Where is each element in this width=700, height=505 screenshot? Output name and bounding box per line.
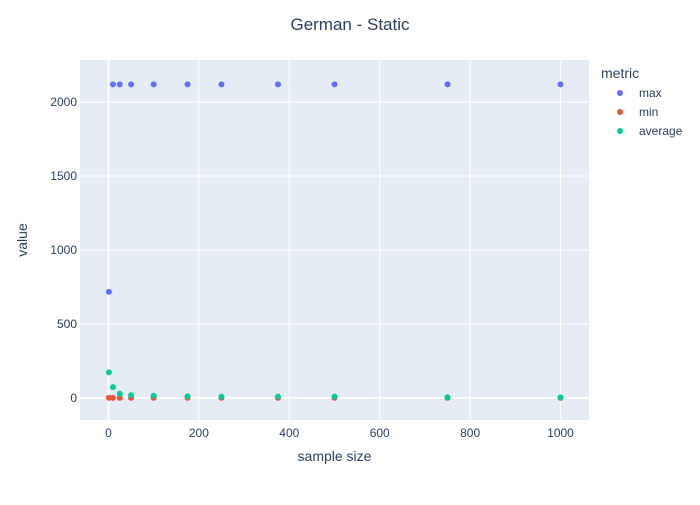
data-point-average[interactable] xyxy=(557,394,564,401)
data-point-max[interactable] xyxy=(109,81,116,88)
y-tick-label: 1000 xyxy=(50,243,77,257)
data-point-min[interactable] xyxy=(109,394,116,401)
data-point-average[interactable] xyxy=(444,394,451,401)
legend-marker-average xyxy=(617,128,623,134)
legend-item-max[interactable]: max xyxy=(617,86,662,100)
data-point-average[interactable] xyxy=(184,393,191,400)
data-point-average[interactable] xyxy=(128,392,135,399)
data-point-average[interactable] xyxy=(116,390,123,397)
data-point-max[interactable] xyxy=(128,81,135,88)
y-tick-label: 1500 xyxy=(50,169,77,183)
data-point-average[interactable] xyxy=(109,384,116,391)
data-points xyxy=(105,81,564,401)
x-tick-label: 800 xyxy=(460,426,480,440)
data-point-max[interactable] xyxy=(105,288,112,295)
data-point-max[interactable] xyxy=(150,81,157,88)
x-tick-label: 600 xyxy=(370,426,390,440)
legend-label-average: average xyxy=(639,124,683,138)
data-point-max[interactable] xyxy=(444,81,451,88)
data-point-max[interactable] xyxy=(184,81,191,88)
y-tick-label: 0 xyxy=(70,391,77,405)
data-point-average[interactable] xyxy=(331,393,338,400)
data-point-max[interactable] xyxy=(116,81,123,88)
data-point-average[interactable] xyxy=(274,393,281,400)
x-axis-title: sample size xyxy=(298,448,372,464)
series-average xyxy=(105,369,564,401)
y-tick-label: 2000 xyxy=(50,95,77,109)
y-axis-title: value xyxy=(14,223,30,257)
data-point-max[interactable] xyxy=(218,81,225,88)
legend-title: metric xyxy=(601,65,639,81)
legend[interactable]: metric max min average xyxy=(601,65,683,138)
legend-item-average[interactable]: average xyxy=(617,124,683,138)
x-tick-label: 200 xyxy=(189,426,209,440)
x-tick-label: 400 xyxy=(279,426,299,440)
data-point-min[interactable] xyxy=(116,394,123,401)
legend-marker-min xyxy=(617,109,623,115)
data-point-max[interactable] xyxy=(274,81,281,88)
legend-item-min[interactable]: min xyxy=(617,105,658,119)
data-point-max[interactable] xyxy=(331,81,338,88)
x-tick-label: 1000 xyxy=(547,426,574,440)
x-tick-label: 0 xyxy=(105,426,112,440)
data-point-average[interactable] xyxy=(218,393,225,400)
tick-labels: 0 200 400 600 800 1000 0 500 1000 1500 2000 xyxy=(50,95,574,440)
legend-marker-max xyxy=(617,90,623,96)
legend-label-max: max xyxy=(639,86,662,100)
data-point-max[interactable] xyxy=(557,81,564,88)
data-point-average[interactable] xyxy=(150,392,157,399)
chart-title: German - Static xyxy=(290,15,410,34)
plot-background xyxy=(80,60,589,420)
data-point-average[interactable] xyxy=(105,369,112,376)
series-max xyxy=(105,81,564,295)
y-tick-label: 500 xyxy=(57,317,77,331)
legend-label-min: min xyxy=(639,105,658,119)
